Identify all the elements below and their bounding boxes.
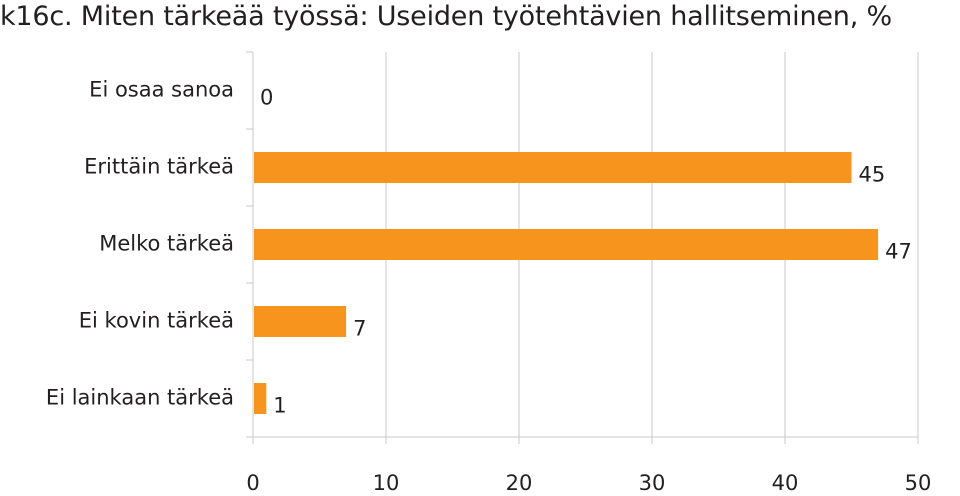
value-label: 1 — [273, 394, 286, 418]
x-tick-label: 30 — [639, 471, 666, 495]
x-tick-labels: 0 10 20 30 40 50 — [246, 471, 931, 495]
axes — [246, 51, 919, 444]
x-tick-label: 0 — [246, 471, 259, 495]
category-label: Erittäin tärkeä — [84, 155, 234, 179]
value-labels: 0 45 47 7 1 — [260, 86, 912, 418]
value-label: 47 — [885, 240, 912, 264]
value-label: 7 — [353, 317, 366, 341]
bar — [254, 306, 347, 337]
category-label: Ei lainkaan tärkeä — [46, 386, 234, 410]
value-label: 45 — [859, 163, 886, 187]
x-tick-label: 40 — [772, 471, 799, 495]
category-label: Melko tärkeä — [99, 232, 234, 256]
bar — [254, 229, 879, 260]
bars — [254, 152, 879, 414]
category-label: Ei osaa sanoa — [89, 78, 234, 102]
value-label: 0 — [260, 86, 273, 110]
category-label: Ei kovin tärkeä — [79, 309, 234, 333]
x-tick-label: 50 — [905, 471, 932, 495]
x-tick-label: 20 — [506, 471, 533, 495]
category-labels: Ei osaa sanoa Erittäin tärkeä Melko tärkeä… — [46, 78, 234, 410]
x-tick-label: 10 — [373, 471, 400, 495]
bar — [254, 152, 852, 183]
chart-title: k16c. Miten tärkeää työssä: Useiden työt… — [0, 1, 892, 32]
bar — [254, 383, 267, 414]
